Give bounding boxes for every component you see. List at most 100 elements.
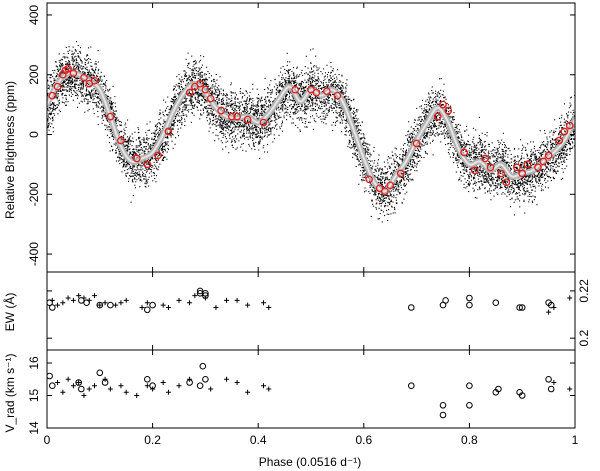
- photometry-point: [175, 97, 177, 99]
- photometry-point: [547, 168, 549, 170]
- photometry-point: [115, 110, 117, 112]
- photometry-point: [80, 47, 82, 49]
- photometry-point: [230, 95, 232, 97]
- photometry-point: [194, 93, 196, 95]
- photometry-point: [287, 109, 289, 111]
- photometry-point: [184, 97, 186, 99]
- photometry-point: [278, 81, 280, 83]
- photometry-point: [51, 84, 53, 86]
- photometry-point: [569, 148, 571, 150]
- photometry-point: [323, 118, 325, 120]
- photometry-point: [494, 155, 496, 157]
- photometry-point: [391, 196, 393, 198]
- photometry-point: [369, 144, 371, 146]
- photometry-point: [269, 134, 271, 136]
- photometry-point: [234, 107, 236, 109]
- photometry-point: [58, 70, 60, 72]
- photometry-point: [91, 93, 93, 95]
- photometry-point: [79, 67, 81, 69]
- photometry-point: [248, 113, 250, 115]
- photometry-point: [257, 131, 259, 133]
- photometry-point: [212, 123, 214, 125]
- photometry-point: [455, 130, 457, 132]
- photometry-point: [154, 125, 156, 127]
- photometry-point: [507, 191, 509, 193]
- photometry-point: [516, 198, 518, 200]
- photometry-point: [473, 168, 475, 170]
- photometry-point: [217, 94, 219, 96]
- photometry-point: [493, 156, 495, 158]
- photometry-point: [473, 152, 475, 154]
- photometry-point: [215, 122, 217, 124]
- photometry-point: [281, 130, 283, 132]
- photometry-point: [258, 112, 260, 114]
- photometry-point: [328, 108, 330, 110]
- photometry-point: [532, 185, 534, 187]
- photometry-point: [342, 113, 344, 115]
- photometry-point: [135, 175, 137, 177]
- photometry-point: [172, 134, 174, 136]
- photometry-point: [141, 139, 143, 141]
- photometry-point: [457, 155, 459, 157]
- photometry-point: [208, 77, 210, 79]
- photometry-point: [452, 119, 454, 121]
- photometry-point: [256, 97, 258, 99]
- photometry-point: [488, 150, 490, 152]
- photometry-point: [343, 111, 345, 113]
- photometry-point: [513, 214, 515, 216]
- photometry-point: [97, 76, 99, 78]
- photometry-point: [87, 74, 89, 76]
- photometry-point: [325, 117, 327, 119]
- photometry-point: [104, 124, 106, 126]
- photometry-point: [285, 108, 287, 110]
- photometry-point: [393, 160, 395, 162]
- photometry-point: [521, 167, 523, 169]
- photometry-point: [219, 102, 221, 104]
- photometry-point: [416, 162, 418, 164]
- photometry-point: [127, 136, 129, 138]
- photometry-point: [110, 104, 112, 106]
- photometry-point: [200, 114, 202, 116]
- photometry-point: [228, 111, 230, 113]
- photometry-point: [239, 112, 241, 114]
- photometry-point: [95, 105, 97, 107]
- photometry-point: [148, 147, 150, 149]
- photometry-point: [377, 178, 379, 180]
- photometry-point: [48, 107, 50, 109]
- photometry-point: [243, 124, 245, 126]
- photometry-point: [94, 63, 96, 65]
- photometry-point: [62, 89, 64, 91]
- photometry-point: [395, 154, 397, 156]
- photometry-point: [405, 135, 407, 137]
- photometry-point: [564, 153, 566, 155]
- photometry-point: [395, 197, 397, 199]
- photometry-point: [225, 138, 227, 140]
- photometry-point: [191, 105, 193, 107]
- photometry-point: [174, 99, 176, 101]
- photometry-point: [243, 107, 245, 109]
- photometry-point: [453, 153, 455, 155]
- photometry-point: [535, 177, 537, 179]
- photometry-point: [482, 149, 484, 151]
- photometry-point: [502, 160, 504, 162]
- photometry-point: [257, 108, 259, 110]
- photometry-point: [76, 61, 78, 63]
- photometry-point: [184, 96, 186, 98]
- photometry-point: [59, 64, 61, 66]
- photometry-point: [510, 189, 512, 191]
- photometry-point: [305, 121, 307, 123]
- photometry-point: [234, 128, 236, 130]
- photometry-point: [393, 196, 395, 198]
- photometry-point: [282, 102, 284, 104]
- photometry-point: [47, 92, 49, 94]
- photometry-point: [444, 126, 446, 128]
- photometry-point: [157, 156, 159, 158]
- photometry-point: [385, 194, 387, 196]
- photometry-point: [514, 160, 516, 162]
- photometry-point: [302, 121, 304, 123]
- photometry-point: [52, 127, 54, 129]
- photometry-point: [252, 129, 254, 131]
- photometry-point: [407, 139, 409, 141]
- photometry-point: [344, 96, 346, 98]
- photometry-point: [261, 99, 263, 101]
